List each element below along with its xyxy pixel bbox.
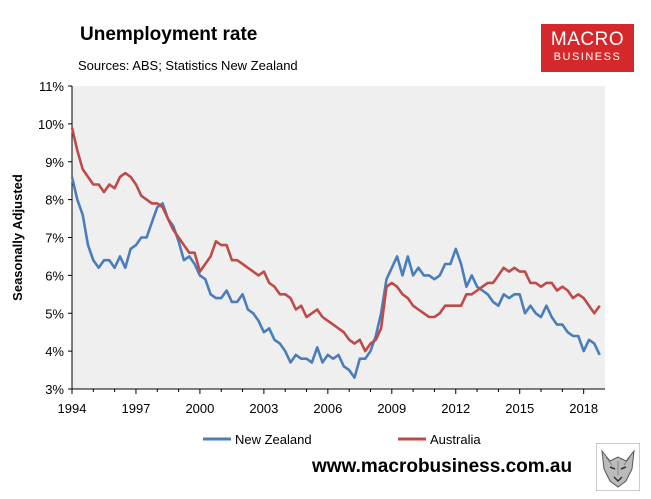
- y-tick-label: 9%: [45, 155, 64, 170]
- x-tick-label: 1994: [58, 401, 87, 416]
- series-line-australia: [70, 127, 601, 353]
- chart-subtitle: Sources: ABS; Statistics New Zealand: [78, 58, 298, 73]
- legend-label-new-zealand: New Zealand: [235, 432, 312, 447]
- y-tick-label: 10%: [38, 117, 64, 132]
- y-tick-label: 8%: [45, 193, 64, 208]
- logo-line-1: MACRO: [550, 29, 625, 50]
- x-tick-label: 2000: [185, 401, 214, 416]
- y-tick-label: 11%: [39, 79, 64, 94]
- y-tick-label: 7%: [45, 231, 64, 246]
- chart-title: Unemployment rate: [80, 24, 258, 45]
- x-tick-label: 2006: [313, 401, 342, 416]
- unemployment-line-chart: 3% 4% 5% 6% 7% 8% 9% 10% 11% 1994 1997 2000 2003 2006…: [10, 79, 605, 447]
- y-tick-label: 4%: [45, 344, 64, 359]
- x-tick-label: 2015: [505, 401, 534, 416]
- plot-area: [72, 86, 605, 389]
- x-tick-label: 1997: [121, 401, 150, 416]
- wolf-logo-icon: [596, 443, 640, 491]
- x-tick-label: 2018: [569, 401, 598, 416]
- website-url[interactable]: www.macrobusiness.com.au: [312, 456, 573, 477]
- legend-label-australia: Australia: [430, 432, 481, 447]
- y-tick-label: 5%: [45, 306, 64, 321]
- y-axis-title: Seasonally Adjusted: [10, 174, 25, 301]
- y-tick-label: 6%: [45, 268, 64, 283]
- x-tick-label: 2009: [377, 401, 406, 416]
- logo-line-2: BUSINESS: [553, 51, 622, 63]
- x-tick-label: 2012: [441, 401, 470, 416]
- macrobusiness-logo[interactable]: MACRO BUSINESS: [541, 24, 634, 72]
- x-tick-label: 2003: [249, 401, 278, 416]
- y-tick-label: 3%: [45, 382, 64, 397]
